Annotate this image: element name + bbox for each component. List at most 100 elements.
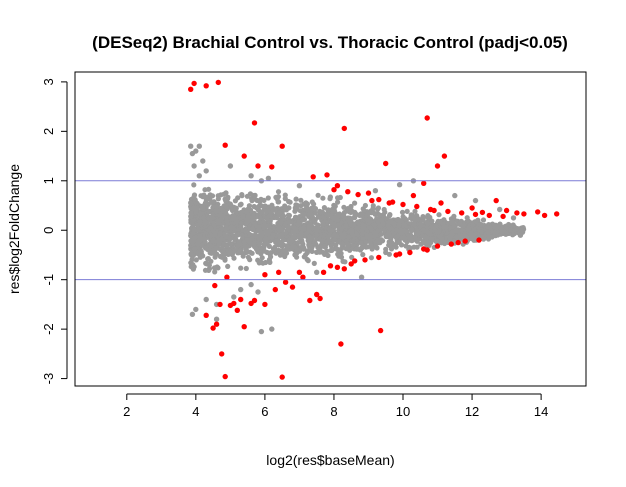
significant-point [215,79,221,86]
cloud-point [375,238,381,245]
cloud-point [311,260,317,266]
cloud-point [241,239,247,245]
cloud-point [393,234,399,240]
y-tick-label: 3 [41,78,56,85]
nonsignificant-cloud [188,182,527,275]
significant-point [310,174,316,180]
cloud-point [409,214,415,220]
cloud-point [354,246,360,252]
cloud-point [386,230,392,236]
cloud-point [198,204,205,210]
cloud-point [401,235,407,241]
cloud-point [195,251,201,257]
cloud-point [349,228,355,234]
cloud-point [325,207,331,213]
plot-frame [74,71,587,387]
significant-point [320,269,327,275]
cloud-point [262,235,269,241]
significant-point [231,300,237,307]
significant-point [341,125,347,132]
cloud-point [355,219,361,225]
cloud-point [191,182,197,188]
cloud-point [342,259,348,265]
nonsignificant-point [517,232,524,238]
cloud-point [244,209,250,215]
cloud-point [309,245,315,251]
cloud-point [320,195,326,201]
cloud-point [188,200,194,206]
cloud-point [404,229,410,235]
cloud-point [213,245,219,251]
x-tick-label: 12 [465,404,479,419]
cloud-point [244,219,250,225]
cloud-point [359,227,365,234]
cloud-point [188,264,194,270]
nonsignificant-point [196,143,202,149]
significant-point [414,203,420,210]
cloud-point [347,218,353,224]
significant-point [203,312,209,318]
cloud-point [206,266,213,272]
cloud-point [194,200,200,206]
cloud-point [372,233,378,239]
cloud-point [220,241,226,247]
cloud-point [420,215,427,221]
significant-point [503,207,510,214]
significant-point [222,142,228,148]
cloud-point [432,227,438,233]
cloud-point [468,231,474,237]
cloud-point [341,213,347,219]
cloud-point [304,256,310,263]
cloud-point [209,199,215,205]
significant-point [213,321,220,327]
cloud-point [335,195,341,201]
cloud-point [386,213,393,219]
cloud-point [325,252,331,259]
cloud-point [249,198,255,204]
cloud-point [336,253,342,259]
cloud-point [191,246,197,252]
cloud-point [285,224,291,230]
cloud-point [341,231,347,237]
x-axis-label: log2(res$baseMean) [266,452,394,468]
cloud-point [294,206,300,212]
cloud-point [411,222,418,228]
cloud-point [267,213,273,219]
cloud-point [360,252,366,258]
cloud-point [274,196,280,202]
significant-point [396,251,403,257]
cloud-point [220,249,226,255]
cloud-point [478,229,485,235]
nonsignificant-point [188,143,194,149]
cloud-point [237,247,243,254]
nonsignificant-point [396,182,403,188]
cloud-point [211,250,217,256]
cloud-point [349,254,355,260]
cloud-point [267,259,273,265]
cloud-point [333,214,339,220]
cloud-point [238,265,244,271]
cloud-point [415,216,421,222]
nonsignificant-point [193,148,199,154]
significant-point [314,291,320,298]
cloud-point [453,234,459,240]
significant-point [455,239,461,246]
significant-point [479,209,486,216]
significant-point [307,297,313,304]
significant-point [334,264,341,270]
cloud-point [249,250,255,256]
cloud-point [404,208,410,214]
cloud-point [246,238,252,244]
cloud-point [252,221,258,227]
cloud-point [295,240,301,246]
cloud-point [436,228,442,235]
cloud-point [316,214,322,220]
cloud-point [221,231,227,237]
cloud-point [222,257,228,263]
cloud-point [263,229,269,235]
significant-point [262,272,268,278]
cloud-point [326,226,332,232]
cloud-point [449,230,455,236]
cloud-point [294,254,300,260]
significant-point [431,207,437,214]
